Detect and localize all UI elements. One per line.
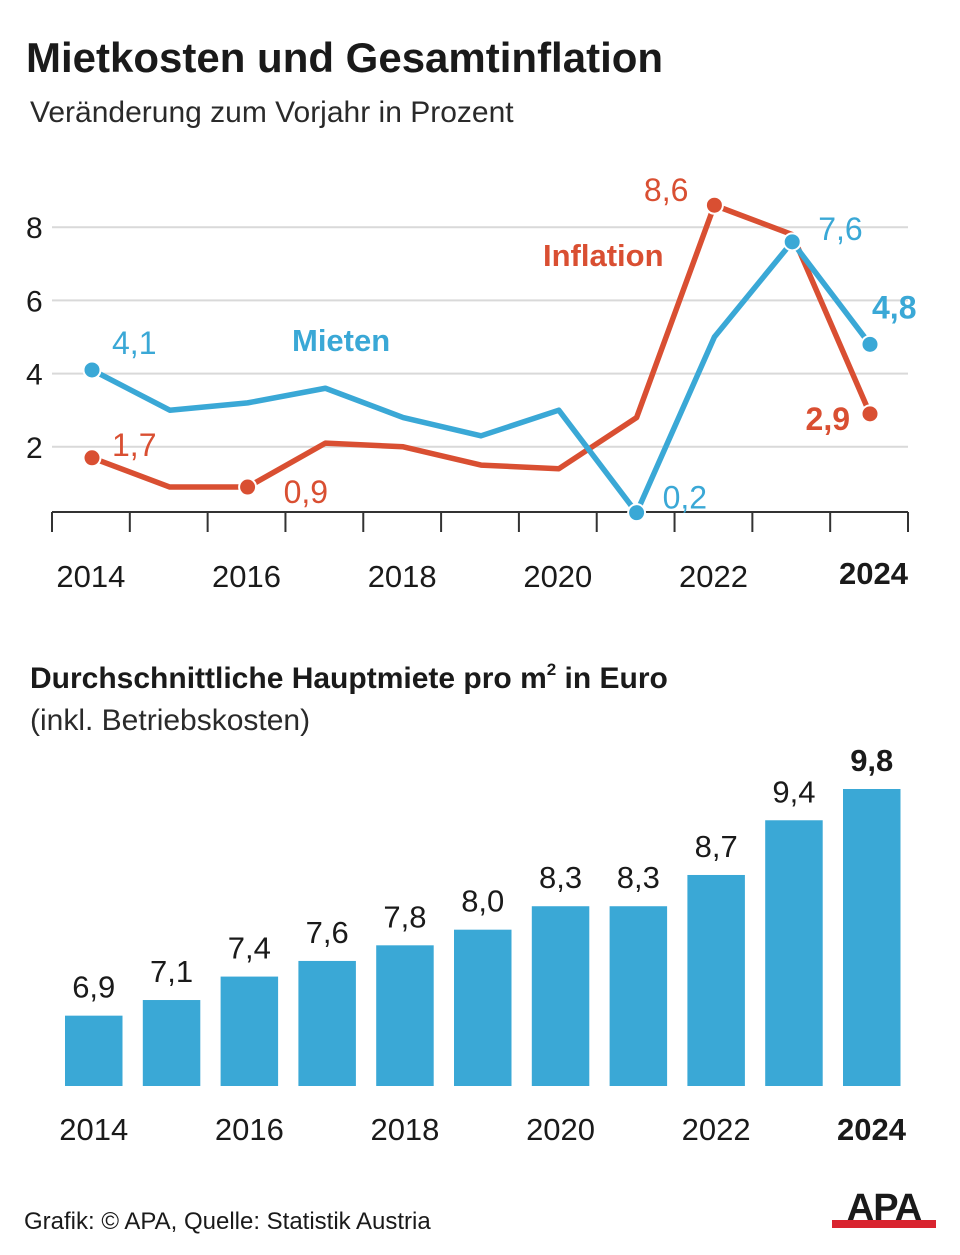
line-chart: 2 4 6 8 2014 2016 2018 2020 2022 2024 1,7 0,9 8,6 2,9… bbox=[26, 172, 916, 594]
bar bbox=[765, 820, 823, 1086]
bar-value-label: 8,3 bbox=[617, 860, 660, 895]
data-label-mieten: 7,6 bbox=[818, 211, 862, 247]
data-point-inflation bbox=[860, 404, 880, 424]
series-label-mieten: Mieten bbox=[292, 323, 390, 358]
bar-value-label: 6,9 bbox=[72, 970, 115, 1005]
x-tick-label: 2020 bbox=[526, 1112, 595, 1147]
apa-logo-text: APA bbox=[846, 1187, 922, 1229]
chart-title: Mietkosten und Gesamtinflation bbox=[26, 34, 664, 81]
series-label-inflation: Inflation bbox=[543, 238, 664, 273]
x-tick-label: 2016 bbox=[215, 1112, 284, 1147]
bar bbox=[298, 960, 356, 1086]
bar bbox=[376, 945, 434, 1086]
x-tick-label: 2022 bbox=[679, 559, 748, 594]
bar-value-label: 8,7 bbox=[695, 829, 738, 864]
x-tick-label: 2016 bbox=[212, 559, 281, 594]
data-label-inflation: 8,6 bbox=[644, 172, 688, 208]
data-label-mieten: 4,8 bbox=[872, 289, 916, 325]
bar-value-label: 9,4 bbox=[772, 774, 815, 809]
x-tick-label: 2020 bbox=[523, 559, 592, 594]
bar bbox=[687, 874, 745, 1086]
bar bbox=[454, 929, 512, 1086]
bar bbox=[843, 789, 901, 1086]
apa-logo: APA bbox=[832, 1188, 936, 1236]
bar-value-label: 9,8 bbox=[850, 743, 893, 778]
data-point-mieten bbox=[860, 334, 880, 354]
data-point-mieten bbox=[782, 232, 802, 252]
data-label-inflation: 0,9 bbox=[284, 474, 328, 510]
bar-value-label: 8,3 bbox=[539, 860, 582, 895]
bar-value-label: 8,0 bbox=[461, 884, 504, 919]
data-label-mieten: 4,1 bbox=[112, 325, 156, 361]
bar-value-label: 7,8 bbox=[383, 899, 426, 934]
data-point-inflation bbox=[238, 477, 258, 497]
bar-value-label: 7,1 bbox=[150, 954, 193, 989]
data-point-inflation bbox=[82, 448, 102, 468]
bar bbox=[531, 906, 590, 1086]
y-tick-label: 2 bbox=[26, 432, 43, 465]
bar bbox=[609, 906, 668, 1086]
bar bbox=[220, 976, 279, 1086]
bar-chart-subtitle: (inkl. Betriebskosten) bbox=[30, 704, 311, 737]
series-line-mieten bbox=[89, 239, 873, 516]
y-tick-label: 8 bbox=[26, 212, 43, 245]
apa-logo-stripe bbox=[832, 1220, 936, 1228]
x-tick-label: 2014 bbox=[59, 1112, 128, 1147]
bar-value-label: 7,4 bbox=[228, 931, 271, 966]
data-label-inflation: 2,9 bbox=[806, 401, 850, 437]
data-point-mieten bbox=[627, 503, 647, 523]
bar-value-label: 7,6 bbox=[306, 915, 349, 950]
data-label-inflation: 1,7 bbox=[112, 427, 156, 463]
bar bbox=[142, 1000, 201, 1086]
data-point-mieten bbox=[82, 360, 102, 380]
bar-chart: 6,9 7,1 7,4 7,6 7,8 8,0 8,3 8,3 8,7 9,4 9,8 2014 201… bbox=[59, 743, 907, 1147]
x-tick-label: 2024 bbox=[839, 556, 909, 591]
bar bbox=[65, 1015, 123, 1086]
source-credit: Grafik: © APA, Quelle: Statistik Austria bbox=[24, 1208, 431, 1235]
x-tick-label: 2014 bbox=[56, 559, 125, 594]
data-point-inflation bbox=[704, 195, 724, 215]
y-tick-label: 6 bbox=[26, 285, 43, 318]
x-tick-label: 2018 bbox=[370, 1112, 439, 1147]
bar-chart-title: Durchschnittliche Hauptmiete pro m2 in E… bbox=[30, 660, 668, 695]
chart-subtitle: Veränderung zum Vorjahr in Prozent bbox=[30, 96, 514, 129]
x-tick-label: 2022 bbox=[682, 1112, 751, 1147]
y-tick-label: 4 bbox=[26, 359, 43, 392]
x-tick-label: 2024 bbox=[837, 1112, 907, 1147]
data-label-mieten: 0,2 bbox=[663, 480, 707, 516]
x-tick-label: 2018 bbox=[368, 559, 437, 594]
series-line-inflation bbox=[89, 202, 873, 490]
